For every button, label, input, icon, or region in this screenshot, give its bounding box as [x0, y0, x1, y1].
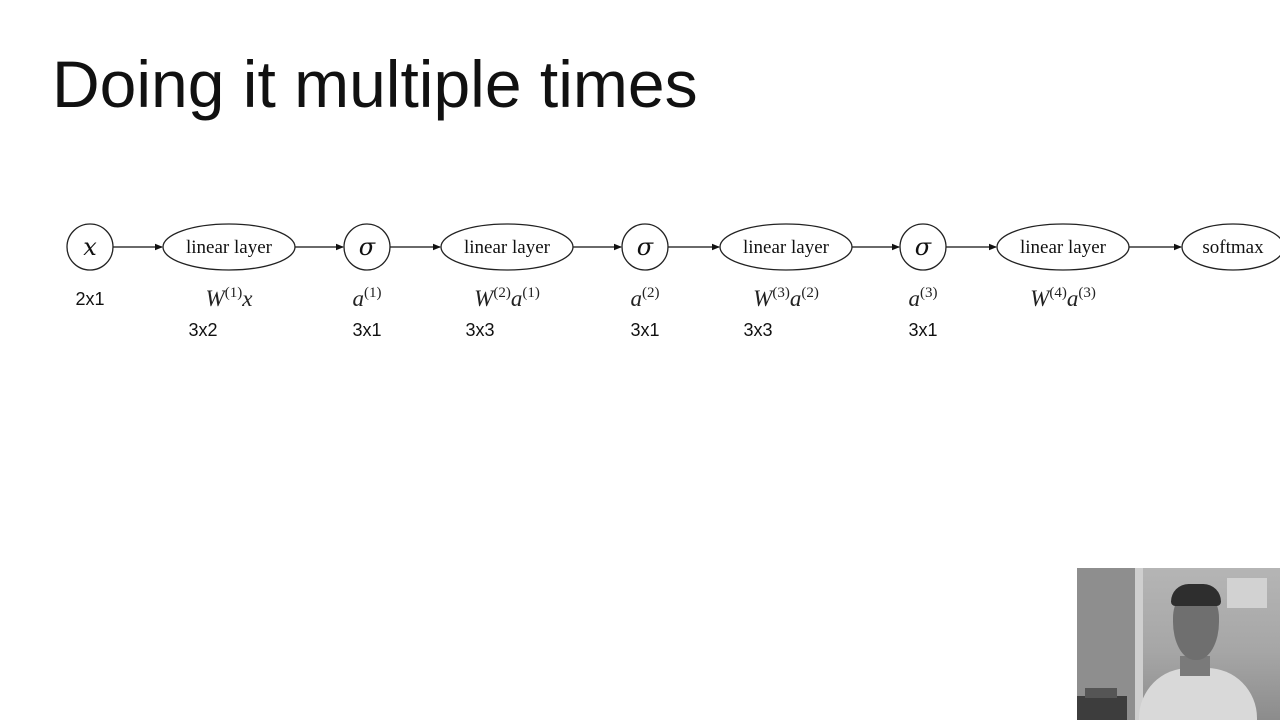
- expression-lin4-part: W: [1030, 286, 1051, 311]
- dimension-lin3: 3x3: [743, 320, 772, 340]
- expression-lin1-part: (1): [225, 285, 243, 301]
- node-x: x: [66, 223, 114, 271]
- node-lin4-shape: [996, 223, 1130, 271]
- expression-lin2-part: (1): [522, 285, 540, 301]
- node-lin3-shape: [719, 223, 853, 271]
- presenter-hair: [1171, 584, 1221, 606]
- expression-lin3-part: (3): [772, 285, 790, 301]
- expression-lin1-part: W: [206, 286, 227, 311]
- expression-lin3-part: (2): [801, 285, 819, 301]
- dimension-x: 2x1: [75, 289, 104, 309]
- expression-sig1: a(1): [353, 285, 382, 311]
- expression-sig2: a(2): [631, 285, 660, 311]
- node-sig2: σ: [621, 223, 669, 271]
- network-diagram: x linear layer σ linear layer σ linear layer σ…: [66, 223, 1280, 340]
- node-sig3-label: σ: [915, 233, 932, 261]
- expression-lin2-part: W: [474, 286, 495, 311]
- node-soft-shape: [1181, 223, 1280, 271]
- node-lin2-shape: [440, 223, 574, 271]
- presenter-neck: [1180, 656, 1210, 676]
- expression-lin2-part: a: [511, 286, 523, 311]
- expression-sig2-part: (2): [642, 285, 660, 301]
- webcam-door-frame: [1135, 568, 1143, 720]
- expression-lin4-part: a: [1067, 286, 1079, 311]
- expression-lin4-part: (3): [1078, 285, 1096, 301]
- expression-sig3: a(3): [909, 285, 938, 311]
- presenter-webcam-feed: [1077, 568, 1280, 720]
- expression-sig3-part: a: [909, 286, 921, 311]
- node-x-label: x: [83, 233, 97, 261]
- node-sig2-label: σ: [637, 233, 654, 261]
- node-sig3-shape: [899, 223, 947, 271]
- dimension-sig3: 3x1: [908, 320, 937, 340]
- slide-title: Doing it multiple times: [52, 47, 698, 121]
- dimension-sig2: 3x1: [630, 320, 659, 340]
- node-lin2-label: linear layer: [464, 237, 551, 258]
- expression-lin4-part: (4): [1049, 285, 1067, 301]
- node-lin1: linear layer: [162, 223, 296, 271]
- node-sig1: σ: [343, 223, 391, 271]
- expression-sig1-part: (1): [364, 285, 382, 301]
- expression-sig1-part: a: [353, 286, 365, 311]
- node-lin4: linear layer: [996, 223, 1130, 271]
- webcam-wall-paper: [1227, 578, 1267, 608]
- node-sig1-label: σ: [359, 233, 376, 261]
- node-lin1-label: linear layer: [186, 237, 273, 258]
- expression-sig2-part: a: [631, 286, 643, 311]
- expression-lin3: W(3)a(2): [753, 285, 819, 311]
- node-sig3: σ: [899, 223, 947, 271]
- node-soft-label: softmax: [1202, 237, 1264, 258]
- node-x-shape: [66, 223, 114, 271]
- dimension-lin1: 3x2: [188, 320, 217, 340]
- node-lin4-label: linear layer: [1020, 237, 1107, 258]
- webcam-book: [1085, 688, 1117, 698]
- node-sig1-shape: [343, 223, 391, 271]
- expression-sig3-part: (3): [920, 285, 938, 301]
- expression-lin1: W(1)x: [206, 285, 254, 311]
- webcam-desk: [1077, 696, 1127, 720]
- expression-lin1-part: x: [241, 286, 253, 311]
- node-lin3: linear layer: [719, 223, 853, 271]
- expression-lin2-part: (2): [493, 285, 511, 301]
- node-lin3-label: linear layer: [743, 237, 830, 258]
- expression-lin4: W(4)a(3): [1030, 285, 1096, 311]
- expression-lin3-part: a: [790, 286, 802, 311]
- expression-lin2: W(2)a(1): [474, 285, 540, 311]
- node-lin2: linear layer: [440, 223, 574, 271]
- node-lin1-shape: [162, 223, 296, 271]
- expression-lin3-part: W: [753, 286, 774, 311]
- dimension-sig1: 3x1: [352, 320, 381, 340]
- node-sig2-shape: [621, 223, 669, 271]
- node-soft: softmax: [1181, 223, 1280, 271]
- dimension-lin2: 3x3: [465, 320, 494, 340]
